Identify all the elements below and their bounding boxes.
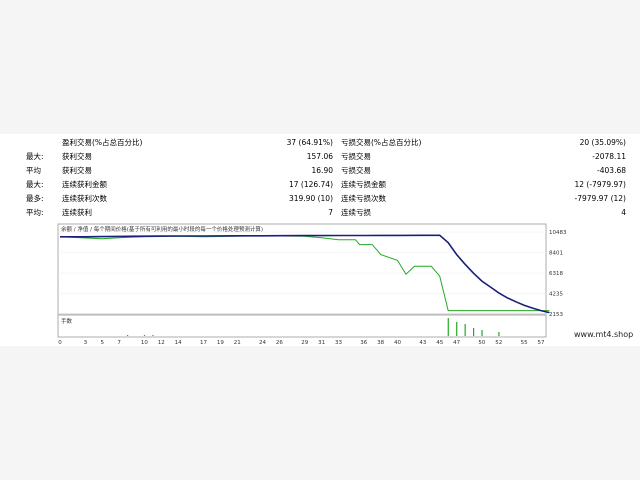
- right-label: 亏损交易: [341, 166, 371, 175]
- stats-row: 平均 获利交易 16.90 亏损交易 -403.68: [0, 164, 640, 178]
- x-tick-label: 3: [84, 340, 88, 346]
- balance-chart-panel: 余额 / 净值 / 每个期间价格(基于所有可利用的最小时段的每一个价格处理预测计…: [0, 222, 640, 346]
- volume-bar: [143, 335, 146, 336]
- x-tick-label: 24: [259, 340, 266, 346]
- left-label: 获利交易: [62, 152, 92, 161]
- watermark: www.mt4.shop: [574, 330, 634, 339]
- left-label: 获利交易: [62, 166, 92, 175]
- right-label: 连续亏损金额: [341, 180, 386, 189]
- x-tick-label: 47: [453, 340, 460, 346]
- right-value: -2078.11: [592, 152, 626, 161]
- volume-bar: [498, 332, 500, 336]
- left-value: 17 (126.74): [288, 180, 333, 189]
- row-prefix: 平均: [26, 166, 41, 175]
- x-tick-label: 21: [234, 340, 241, 346]
- x-tick-label: 50: [478, 340, 485, 346]
- row-prefix: 最大:: [26, 180, 44, 189]
- chart-legend: 余额 / 净值 / 每个期间价格(基于所有可利用的最小时段的每一个价格处理预测计…: [61, 225, 263, 233]
- stats-row: 平均: 连续获利 7 连续亏损 4: [0, 206, 640, 220]
- left-value: 16.90: [311, 166, 333, 175]
- stats-row: 盈利交易(%占总百分比) 37 (64.91%) 亏损交易(%占总百分比) 20…: [0, 136, 640, 150]
- volume-bar: [447, 318, 449, 336]
- x-tick-label: 43: [419, 340, 426, 346]
- y-tick-label: 10483: [549, 230, 567, 236]
- y-tick-label: 4235: [549, 292, 563, 298]
- row-prefix: 最多:: [26, 194, 44, 203]
- x-tick-label: 55: [521, 340, 528, 346]
- y-tick-label: 2153: [549, 312, 563, 318]
- row-prefix: 最大:: [26, 152, 44, 161]
- x-tick-label: 17: [200, 340, 207, 346]
- left-value: 157.06: [306, 152, 333, 161]
- right-value: -403.68: [597, 166, 626, 175]
- stats-row: 最大: 连续获利金额 17 (126.74) 连续亏损金额 12 (-7979.…: [0, 178, 640, 192]
- x-tick-label: 33: [335, 340, 342, 346]
- x-tick-label: 45: [436, 340, 443, 346]
- background-bottom: [0, 346, 640, 480]
- right-label: 亏损交易(%占总百分比): [341, 138, 422, 147]
- right-value: -7979.97 (12): [574, 194, 626, 203]
- x-tick-label: 38: [377, 340, 384, 346]
- left-label: 盈利交易(%占总百分比): [62, 138, 143, 147]
- right-label: 亏损交易: [341, 152, 371, 161]
- x-tick-label: 5: [100, 340, 104, 346]
- x-tick-label: 31: [318, 340, 325, 346]
- plot-area: [57, 223, 547, 315]
- right-value: 12 (-7979.97): [574, 180, 626, 189]
- volume-bar: [472, 328, 475, 336]
- x-tick-label: 12: [158, 340, 165, 346]
- right-value: 4: [621, 208, 626, 217]
- y-tick-label: 8401: [549, 250, 563, 256]
- volume-bar: [127, 335, 129, 336]
- x-tick-label: 26: [276, 340, 283, 346]
- left-value: 319.90 (10): [288, 194, 333, 203]
- background-top: [0, 0, 640, 134]
- stats-row: 最多: 连续获利次数 319.90 (10) 连续亏损次数 -7979.97 (…: [0, 192, 640, 206]
- x-tick-label: 14: [175, 340, 182, 346]
- x-tick-label: 52: [495, 340, 502, 346]
- row-prefix: 平均:: [26, 208, 44, 217]
- volume-label: 手数: [61, 317, 73, 325]
- right-value: 20 (35.09%): [579, 138, 626, 147]
- left-value: 7: [328, 208, 333, 217]
- balance-line: [60, 234, 550, 314]
- volume-bar: [481, 330, 483, 336]
- x-tick-label: 36: [360, 340, 367, 346]
- left-value: 37 (64.91%): [286, 138, 333, 147]
- x-tick-label: 7: [117, 340, 121, 346]
- x-tick-label: 29: [301, 340, 308, 346]
- x-tick-label: 57: [538, 340, 545, 346]
- volume-bar: [464, 324, 466, 336]
- x-tick-label: 0: [58, 340, 62, 346]
- y-tick-label: 6318: [549, 271, 563, 277]
- left-label: 连续获利金额: [62, 180, 107, 189]
- volume-bar: [456, 322, 458, 336]
- volume-area: [57, 314, 547, 338]
- x-tick-label: 10: [141, 340, 148, 346]
- balance-chart: 余额 / 净值 / 每个期间价格(基于所有可利用的最小时段的每一个价格处理预测计…: [57, 223, 567, 346]
- left-label: 连续获利: [62, 208, 92, 217]
- right-label: 连续亏损: [341, 208, 371, 217]
- left-label: 连续获利次数: [62, 194, 107, 203]
- x-tick-label: 19: [217, 340, 224, 346]
- stats-panel: 盈利交易(%占总百分比) 37 (64.91%) 亏损交易(%占总百分比) 20…: [0, 134, 640, 222]
- right-label: 连续亏损次数: [341, 194, 386, 203]
- volume-bar: [152, 335, 154, 336]
- x-tick-label: 40: [394, 340, 401, 346]
- stats-row: 最大: 获利交易 157.06 亏损交易 -2078.11: [0, 150, 640, 164]
